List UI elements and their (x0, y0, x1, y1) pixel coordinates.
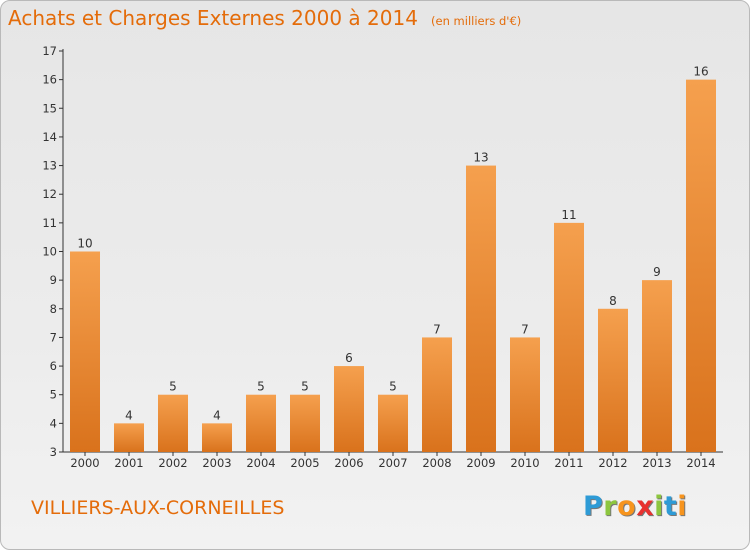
x-tick-label: 2012 (598, 456, 627, 470)
y-tick-label: 5 (50, 388, 57, 402)
value-label-2000: 10 (77, 237, 92, 251)
value-label-2010: 7 (521, 322, 529, 336)
bar-2006 (334, 366, 364, 452)
y-tick-label: 17 (42, 44, 57, 58)
chart-subtitle: (en milliers d'€) (431, 14, 522, 28)
bar-2008 (422, 337, 452, 452)
logo-letter: o (617, 491, 637, 522)
x-tick-label: 2010 (510, 456, 539, 470)
x-tick-label: 2008 (422, 456, 451, 470)
x-tick-label: 2011 (554, 456, 583, 470)
bar-2000 (70, 251, 100, 452)
logo-letter: x (636, 491, 655, 522)
value-label-2004: 5 (257, 380, 265, 394)
bar-2004 (246, 394, 276, 452)
y-tick-label: 16 (42, 73, 57, 87)
x-tick-label: 2009 (466, 456, 495, 470)
x-tick-label: 2014 (686, 456, 715, 470)
bar-2011 (554, 222, 584, 452)
logo-letter: t (663, 491, 678, 522)
commune-name: VILLIERS-AUX-CORNEILLES (31, 497, 285, 519)
bar-2007 (378, 394, 408, 452)
x-tick-label: 2005 (290, 456, 319, 470)
value-label-2008: 7 (433, 322, 441, 336)
bar-2002 (158, 394, 188, 452)
bar-2013 (642, 280, 672, 452)
bar-2012 (598, 308, 628, 452)
value-label-2001: 4 (125, 408, 133, 422)
y-tick-label: 9 (50, 273, 57, 287)
x-tick-label: 2000 (70, 456, 99, 470)
chart-title-block: Achats et Charges Externes 2000 à 2014 (… (8, 6, 521, 30)
value-label-2007: 5 (389, 380, 397, 394)
proxiti-logo: Proxiti (583, 491, 687, 522)
x-tick-label: 2007 (378, 456, 407, 470)
bar-2014 (686, 79, 716, 453)
y-tick-label: 8 (50, 302, 57, 316)
y-tick-label: 12 (42, 187, 57, 201)
x-tick-label: 2003 (202, 456, 231, 470)
bar-2001 (114, 423, 144, 452)
y-tick-label: 7 (50, 330, 57, 344)
y-tick-label: 11 (42, 216, 57, 230)
chart-title: Achats et Charges Externes 2000 à 2014 (8, 6, 418, 30)
bar-2009 (466, 165, 496, 453)
y-tick-label: 6 (50, 359, 57, 373)
x-tick-label: 2013 (642, 456, 671, 470)
y-tick-label: 3 (50, 445, 57, 459)
value-label-2009: 13 (473, 151, 488, 165)
bar-2010 (510, 337, 540, 452)
value-label-2011: 11 (561, 208, 576, 222)
bar-2005 (290, 394, 320, 452)
value-label-2014: 16 (693, 65, 708, 79)
x-tick-label: 2001 (114, 456, 143, 470)
bar-2003 (202, 423, 232, 452)
value-label-2003: 4 (213, 408, 221, 422)
logo-letter: i (677, 491, 688, 522)
x-tick-label: 2006 (334, 456, 363, 470)
y-tick-label: 15 (42, 101, 57, 115)
logo-letter: P (583, 491, 604, 522)
value-label-2006: 6 (345, 351, 353, 365)
value-label-2012: 8 (609, 294, 617, 308)
value-label-2013: 9 (653, 265, 661, 279)
logo-letter: i (654, 491, 664, 522)
logo-letter: r (603, 491, 618, 522)
value-label-2005: 5 (301, 380, 309, 394)
x-tick-label: 2004 (246, 456, 275, 470)
value-label-2002: 5 (169, 380, 177, 394)
y-tick-label: 10 (42, 245, 57, 259)
y-tick-label: 13 (42, 159, 57, 173)
y-tick-label: 14 (42, 130, 57, 144)
y-tick-label: 4 (50, 416, 57, 430)
x-tick-label: 2002 (158, 456, 187, 470)
